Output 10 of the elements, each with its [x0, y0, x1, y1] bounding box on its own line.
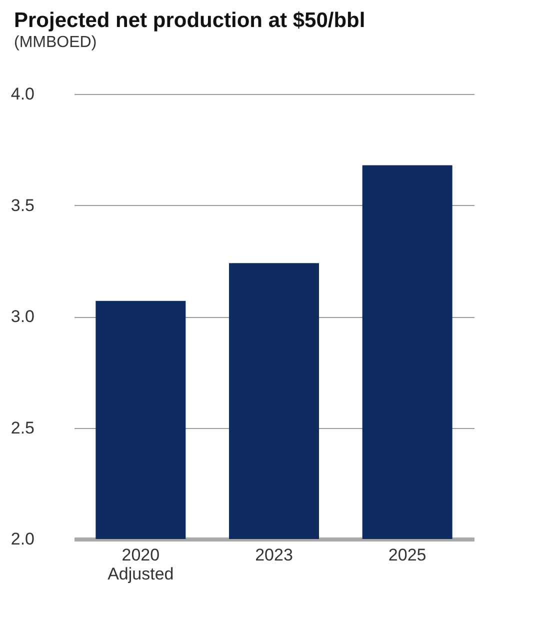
x-tick-label: 2020 Adjusted [108, 546, 174, 584]
y-tick-label: 2.0 [10, 530, 34, 548]
y-tick-label: 2.5 [10, 418, 34, 438]
y-tick-label: 3.5 [10, 196, 34, 215]
chart-subtitle: (MMBOED) [14, 34, 97, 51]
chart-title: Projected net production at $50/bbl [14, 9, 366, 32]
x-tick-label: 2023 [255, 546, 293, 564]
y-tick-label: 4.0 [10, 84, 34, 104]
y-tick-label: 3.0 [10, 307, 34, 326]
x-tick-label: 2025 [388, 546, 426, 564]
